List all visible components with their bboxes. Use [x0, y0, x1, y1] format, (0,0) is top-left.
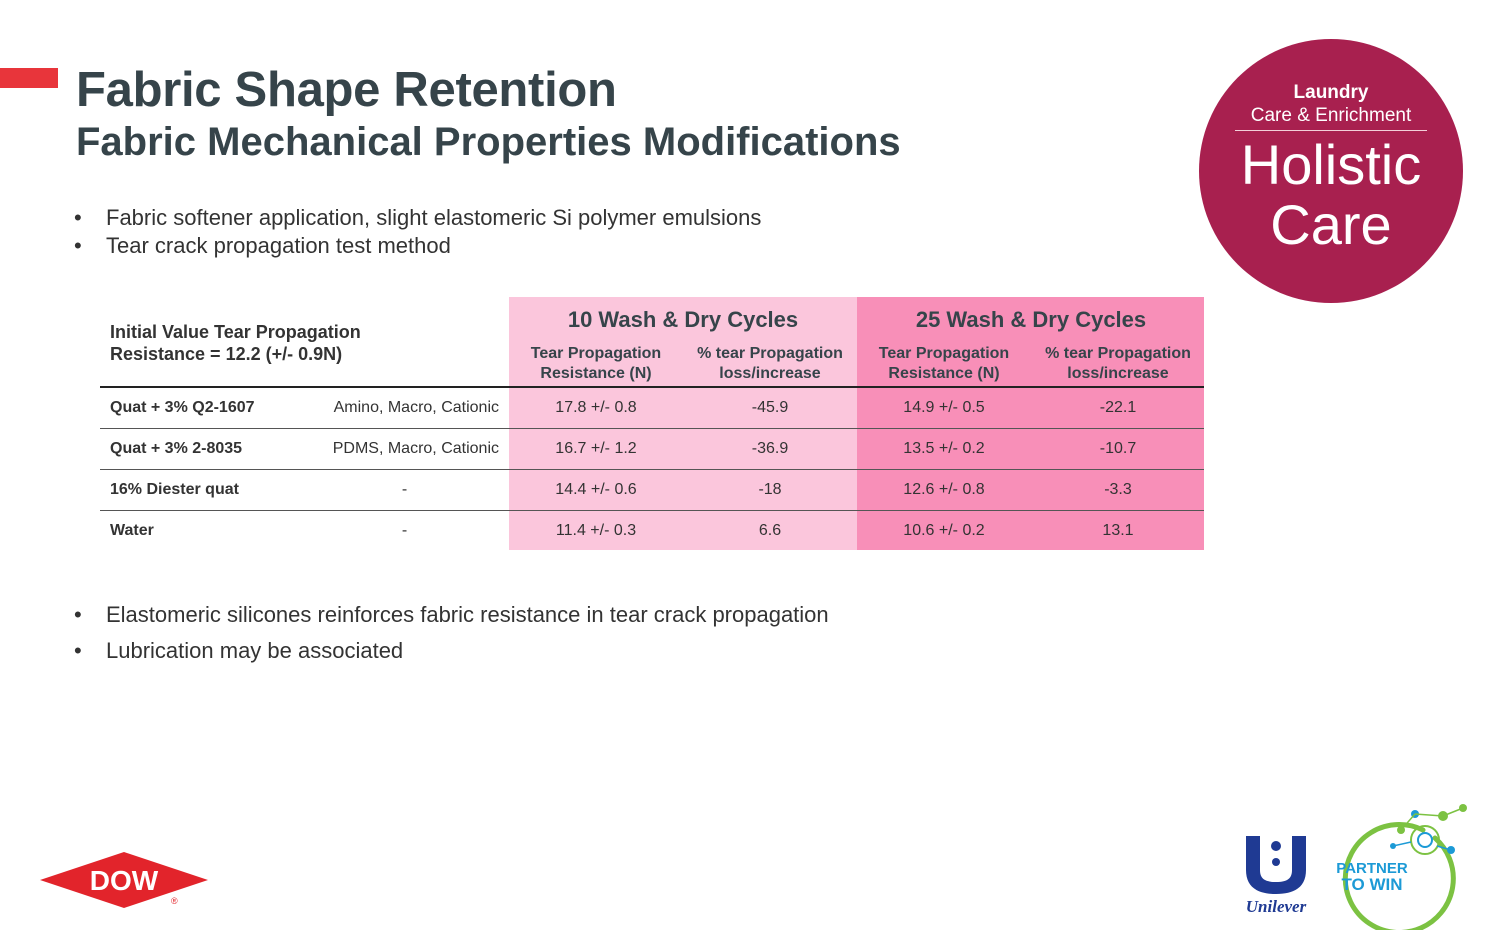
row-description: PDMS, Macro, Cationic	[332, 440, 499, 457]
bullet-item: Tear crack propagation test method	[74, 232, 761, 260]
row-formulation: Water	[110, 522, 154, 539]
row-formulation: 16% Diester quat	[110, 481, 239, 498]
shade-25-cycles	[857, 297, 1204, 550]
row-resistance-10: 14.4 +/- 0.6	[555, 481, 637, 498]
partner-to-win-logo: PARTNER TO WIN	[1336, 804, 1467, 930]
unilever-u-mark	[1246, 836, 1306, 894]
bullet-item: Lubrication may be associated	[74, 636, 829, 672]
partner-text-line2: TO WIN	[1341, 875, 1402, 894]
unilever-logo: Unilever	[1246, 836, 1307, 916]
slide-title: Fabric Shape Retention	[76, 63, 617, 117]
partner-ring	[1342, 822, 1456, 930]
col-header-line: loss/increase	[719, 365, 821, 382]
row-resistance-25: 14.9 +/- 0.5	[903, 399, 985, 416]
row-resistance-25: 12.6 +/- 0.8	[903, 481, 985, 498]
row-loss-25: -22.1	[1099, 399, 1137, 416]
badge-line-care: Care	[1270, 193, 1392, 256]
col-header-loss-10: % tear Propagation loss/increase	[683, 344, 857, 384]
col-header-resistance-25: Tear Propagation Resistance (N)	[857, 344, 1031, 384]
col-header-loss-25: % tear Propagation loss/increase	[1031, 344, 1205, 384]
row-formulation: Quat + 3% 2-8035	[110, 440, 243, 457]
col-header-resistance-10: Tear Propagation Resistance (N)	[509, 344, 683, 384]
row-description: -	[401, 522, 408, 539]
row-resistance-25: 13.5 +/- 0.2	[903, 440, 985, 457]
row-loss-10: -45.9	[751, 399, 789, 416]
row-description: Amino, Macro, Cationic	[333, 399, 499, 416]
row-divider	[100, 510, 1204, 511]
dow-logo: DOW ®	[40, 852, 208, 908]
row-resistance-25: 10.6 +/- 0.2	[903, 522, 985, 539]
group-header-25-cycles: 25 Wash & Dry Cycles	[915, 307, 1147, 332]
row-loss-25: -10.7	[1099, 440, 1137, 457]
table-row: Quat + 3% 2-8035 PDMS, Macro, Cationic 1…	[100, 429, 1204, 470]
initial-value-line: Initial Value Tear Propagation	[110, 322, 361, 342]
dow-registered-mark: ®	[171, 896, 178, 906]
dow-logo-text: DOW	[90, 865, 159, 896]
initial-value-header: Initial Value Tear Propagation Resistanc…	[110, 321, 361, 365]
col-header-line: Resistance (N)	[888, 365, 1000, 382]
partner-text-line1: PARTNER	[1336, 860, 1408, 877]
badge-line-holistic: Holistic	[1240, 133, 1422, 196]
group-header-10-cycles: 10 Wash & Dry Cycles	[567, 307, 799, 332]
row-resistance-10: 17.8 +/- 0.8	[555, 399, 637, 416]
table-row: 16% Diester quat - 14.4 +/- 0.6 -18 12.6…	[100, 470, 1204, 511]
holistic-care-badge: Laundry Care & Enrichment Holistic Care	[1199, 39, 1463, 303]
row-formulation: Quat + 3% Q2-1607	[110, 399, 255, 416]
bullet-item: Fabric softener application, slight elas…	[74, 204, 761, 232]
tear-propagation-table: Initial Value Tear Propagation Resistanc…	[100, 297, 1204, 550]
shade-10-cycles	[509, 297, 857, 550]
molecule-icon	[1390, 804, 1467, 855]
initial-value-line: Resistance = 12.2 (+/- 0.9N)	[110, 344, 343, 364]
bullet-item: Elastomeric silicones reinforces fabric …	[74, 600, 829, 636]
row-loss-10: -36.9	[751, 440, 789, 457]
header-divider	[100, 386, 1204, 388]
accent-bar	[0, 68, 58, 88]
unilever-logo-text: Unilever	[1246, 897, 1307, 916]
badge-line-laundry: Laundry	[1293, 82, 1369, 103]
col-header-line: % tear Propagation	[697, 345, 843, 362]
row-divider	[100, 469, 1204, 470]
col-header-line: Tear Propagation	[530, 345, 662, 362]
col-header-line: Tear Propagation	[878, 345, 1010, 362]
dow-diamond-shape	[40, 852, 208, 908]
row-loss-10: -18	[758, 481, 782, 498]
row-loss-25: 13.1	[1102, 522, 1134, 539]
row-loss-25: -3.3	[1104, 481, 1132, 498]
row-divider	[100, 428, 1204, 429]
bottom-bullet-list: Elastomeric silicones reinforces fabric …	[74, 600, 829, 672]
table-row: Quat + 3% Q2-1607 Amino, Macro, Cationic…	[100, 388, 1204, 429]
row-loss-10: 6.6	[758, 522, 782, 539]
col-header-line: % tear Propagation	[1045, 345, 1191, 362]
row-resistance-10: 11.4 +/- 0.3	[555, 522, 637, 539]
badge-divider	[1235, 130, 1427, 131]
row-resistance-10: 16.7 +/- 1.2	[555, 440, 637, 457]
table-row: Water - 11.4 +/- 0.3 6.6 10.6 +/- 0.2 13…	[100, 511, 1204, 552]
badge-line-care-enrichment: Care & Enrichment	[1250, 105, 1412, 126]
top-bullet-list: Fabric softener application, slight elas…	[74, 204, 761, 260]
slide-subtitle: Fabric Mechanical Properties Modificatio…	[76, 120, 901, 164]
row-description: -	[401, 481, 408, 498]
col-header-line: loss/increase	[1067, 365, 1169, 382]
col-header-line: Resistance (N)	[540, 365, 652, 382]
